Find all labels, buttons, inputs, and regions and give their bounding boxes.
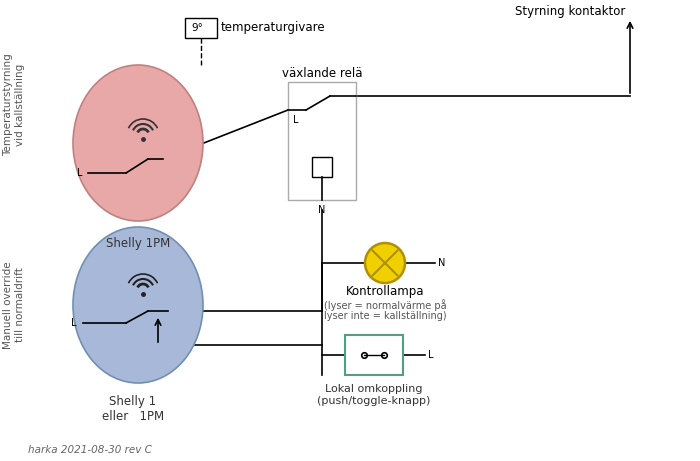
Bar <box>345 335 403 375</box>
Ellipse shape <box>73 227 203 383</box>
Text: L: L <box>428 350 433 360</box>
Bar <box>312 157 332 177</box>
Text: Temperaturstyrning
vid kallställning: Temperaturstyrning vid kallställning <box>4 53 24 156</box>
Text: harka 2021-08-30 rev C: harka 2021-08-30 rev C <box>28 445 152 455</box>
Ellipse shape <box>73 65 203 221</box>
Text: 9°: 9° <box>191 23 203 33</box>
Text: N: N <box>318 205 326 215</box>
Circle shape <box>365 243 405 283</box>
Text: Lokal omkoppling
(push/toggle-knapp): Lokal omkoppling (push/toggle-knapp) <box>317 384 430 406</box>
Text: Shelly 1PM: Shelly 1PM <box>106 237 170 250</box>
Text: L: L <box>71 318 77 328</box>
Text: L: L <box>293 115 299 125</box>
Text: lyser inte = kallställning): lyser inte = kallställning) <box>323 311 447 321</box>
Text: L: L <box>76 168 82 178</box>
Text: temperaturgivare: temperaturgivare <box>221 22 326 35</box>
Text: Manuell override
till normaldrift: Manuell override till normaldrift <box>4 261 24 349</box>
Text: Kontrollampa: Kontrollampa <box>346 284 424 297</box>
Text: N: N <box>438 258 445 268</box>
Text: (lyser = normalvärme på: (lyser = normalvärme på <box>323 299 447 311</box>
Text: växlande relä: växlande relä <box>281 67 363 81</box>
Text: Styrning kontaktor: Styrning kontaktor <box>514 6 625 18</box>
Text: Shelly 1
eller   1PM: Shelly 1 eller 1PM <box>102 395 164 423</box>
Bar <box>288 82 356 200</box>
Bar <box>185 18 217 38</box>
